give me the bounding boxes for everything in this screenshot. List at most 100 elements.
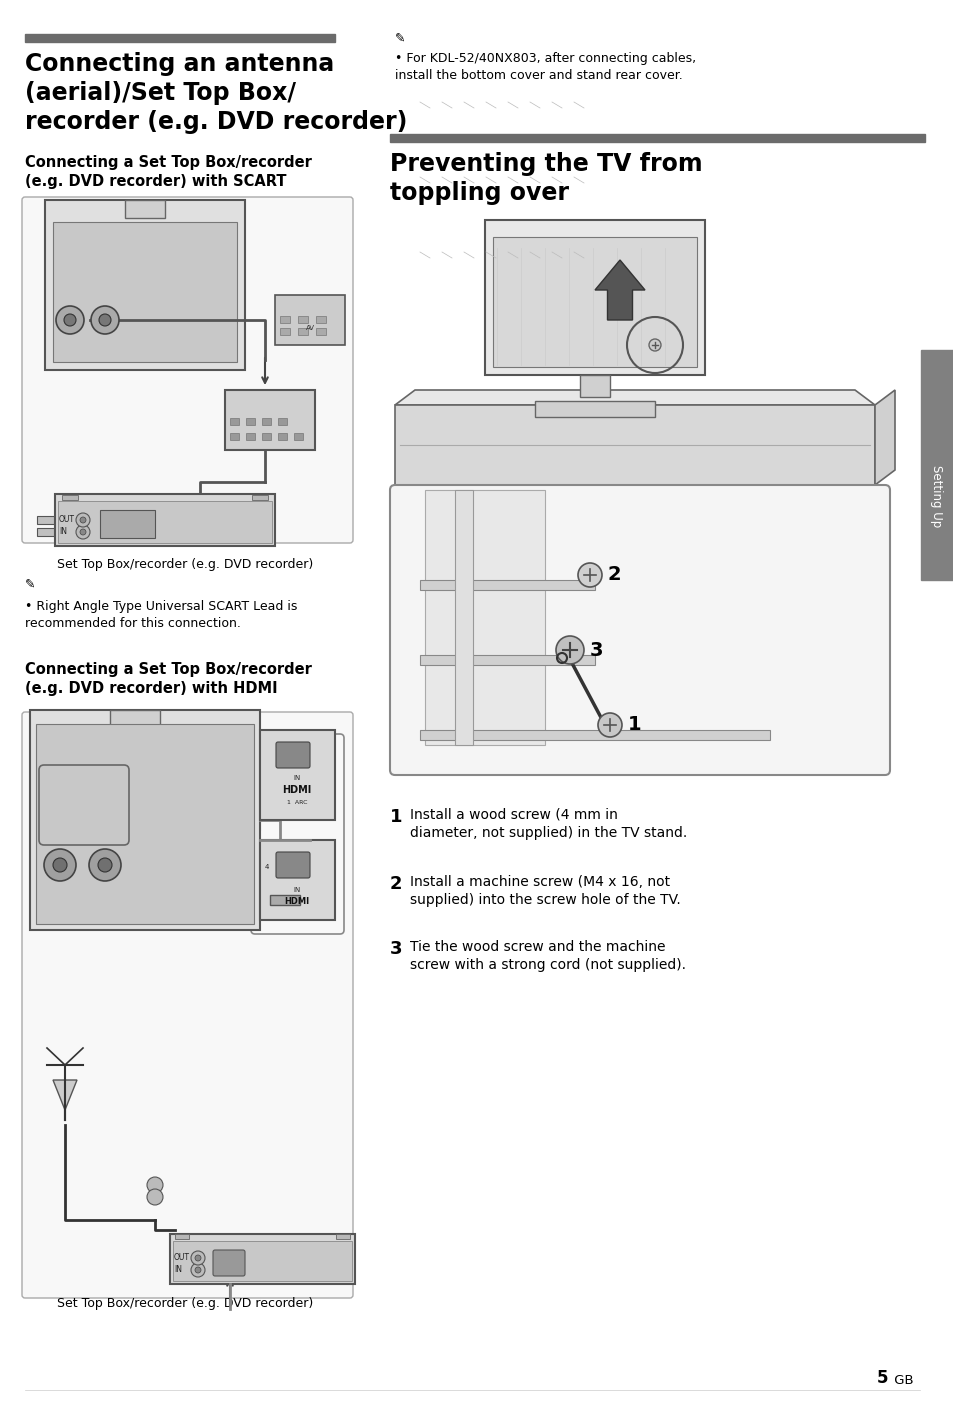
Circle shape	[53, 858, 67, 872]
Circle shape	[147, 1189, 163, 1205]
Text: IN: IN	[294, 887, 300, 893]
Bar	[246, 432, 254, 439]
Text: 2: 2	[607, 566, 621, 584]
Text: 2: 2	[390, 875, 402, 893]
Text: GB: GB	[889, 1375, 913, 1387]
Bar	[419, 656, 595, 665]
Text: Preventing the TV from
toppling over: Preventing the TV from toppling over	[390, 152, 702, 205]
Circle shape	[578, 563, 601, 587]
Text: Set Top Box/recorder (e.g. DVD recorder): Set Top Box/recorder (e.g. DVD recorder)	[57, 1297, 313, 1310]
Bar	[315, 316, 326, 323]
Bar	[260, 840, 335, 920]
Bar	[246, 418, 254, 425]
Circle shape	[99, 314, 111, 326]
Text: 4: 4	[265, 863, 269, 870]
Bar	[280, 329, 290, 336]
Bar	[55, 494, 274, 546]
FancyBboxPatch shape	[22, 712, 353, 1299]
Bar	[262, 418, 271, 425]
Circle shape	[91, 306, 119, 334]
Bar	[262, 432, 271, 439]
Text: Install a machine screw (M4 x 16, not
supplied) into the screw hole of the TV.: Install a machine screw (M4 x 16, not su…	[410, 875, 680, 907]
Text: • Right Angle Type Universal SCART Lead is
recommended for this connection.: • Right Angle Type Universal SCART Lead …	[25, 600, 297, 630]
FancyBboxPatch shape	[275, 741, 310, 768]
Bar	[280, 316, 290, 323]
Bar	[53, 222, 236, 362]
Bar	[62, 496, 78, 500]
Circle shape	[648, 338, 660, 351]
Circle shape	[556, 636, 583, 664]
Circle shape	[598, 713, 621, 737]
Bar	[230, 418, 239, 425]
Text: AV: AV	[305, 324, 314, 331]
Circle shape	[80, 529, 86, 535]
Bar	[297, 316, 308, 323]
Text: Connecting a Set Top Box/recorder
(e.g. DVD recorder) with HDMI: Connecting a Set Top Box/recorder (e.g. …	[25, 663, 312, 695]
Bar	[45, 199, 245, 371]
Text: • For KDL-52/40NX803, after connecting cables,
install the bottom cover and stan: • For KDL-52/40NX803, after connecting c…	[395, 52, 696, 81]
Bar	[455, 490, 473, 746]
Bar	[174, 1234, 189, 1238]
Circle shape	[76, 512, 90, 526]
Text: Tie the wood screw and the machine
screw with a strong cord (not supplied).: Tie the wood screw and the machine screw…	[410, 941, 685, 973]
Circle shape	[147, 1177, 163, 1193]
Text: 1: 1	[627, 716, 641, 734]
Bar	[395, 404, 874, 484]
Bar	[390, 133, 924, 142]
Polygon shape	[395, 390, 874, 404]
Bar	[125, 199, 165, 218]
Bar	[277, 432, 287, 439]
Bar	[37, 528, 54, 536]
Polygon shape	[53, 1080, 77, 1111]
Text: IN: IN	[173, 1265, 182, 1275]
Bar	[36, 724, 253, 924]
Bar	[260, 730, 335, 820]
Text: Connecting an antenna
(aerial)/Set Top Box/
recorder (e.g. DVD recorder): Connecting an antenna (aerial)/Set Top B…	[25, 52, 407, 133]
FancyArrow shape	[595, 260, 644, 320]
Text: 1  ARC: 1 ARC	[287, 799, 307, 804]
Circle shape	[80, 517, 86, 524]
Circle shape	[191, 1264, 205, 1278]
Bar	[419, 580, 595, 590]
Text: Install a wood screw (4 mm in
diameter, not supplied) in the TV stand.: Install a wood screw (4 mm in diameter, …	[410, 807, 686, 841]
Bar	[172, 1241, 352, 1280]
Bar	[920, 350, 953, 580]
Circle shape	[64, 314, 76, 326]
Bar	[335, 1234, 350, 1238]
Bar	[25, 34, 335, 42]
Bar	[30, 710, 260, 929]
Circle shape	[194, 1266, 201, 1273]
Bar	[230, 432, 239, 439]
Bar	[579, 375, 609, 397]
Circle shape	[98, 858, 112, 872]
Text: HDMI: HDMI	[282, 785, 312, 795]
Bar	[277, 418, 287, 425]
Text: 3: 3	[589, 640, 603, 660]
Bar	[270, 894, 299, 906]
Circle shape	[194, 1255, 201, 1261]
Text: Connecting a Set Top Box/recorder
(e.g. DVD recorder) with SCART: Connecting a Set Top Box/recorder (e.g. …	[25, 154, 312, 188]
Text: Setting Up: Setting Up	[929, 465, 943, 528]
Bar	[110, 710, 160, 730]
Bar	[37, 517, 54, 524]
Circle shape	[56, 306, 84, 334]
Bar	[58, 501, 272, 543]
Bar	[315, 329, 326, 336]
Bar	[225, 390, 314, 451]
Bar	[535, 402, 655, 417]
Text: IN: IN	[294, 775, 300, 781]
Text: OUT: OUT	[59, 515, 75, 525]
Bar	[252, 496, 268, 500]
Bar	[424, 490, 544, 746]
Circle shape	[76, 525, 90, 539]
Circle shape	[191, 1251, 205, 1265]
Circle shape	[89, 849, 121, 880]
Text: Set Top Box/recorder (e.g. DVD recorder): Set Top Box/recorder (e.g. DVD recorder)	[57, 557, 313, 571]
Text: ✎: ✎	[395, 32, 405, 45]
Text: ✎: ✎	[25, 578, 35, 591]
Text: 3: 3	[390, 941, 402, 958]
FancyBboxPatch shape	[275, 852, 310, 878]
Polygon shape	[874, 390, 894, 484]
Bar	[100, 510, 154, 538]
Bar	[419, 730, 769, 740]
